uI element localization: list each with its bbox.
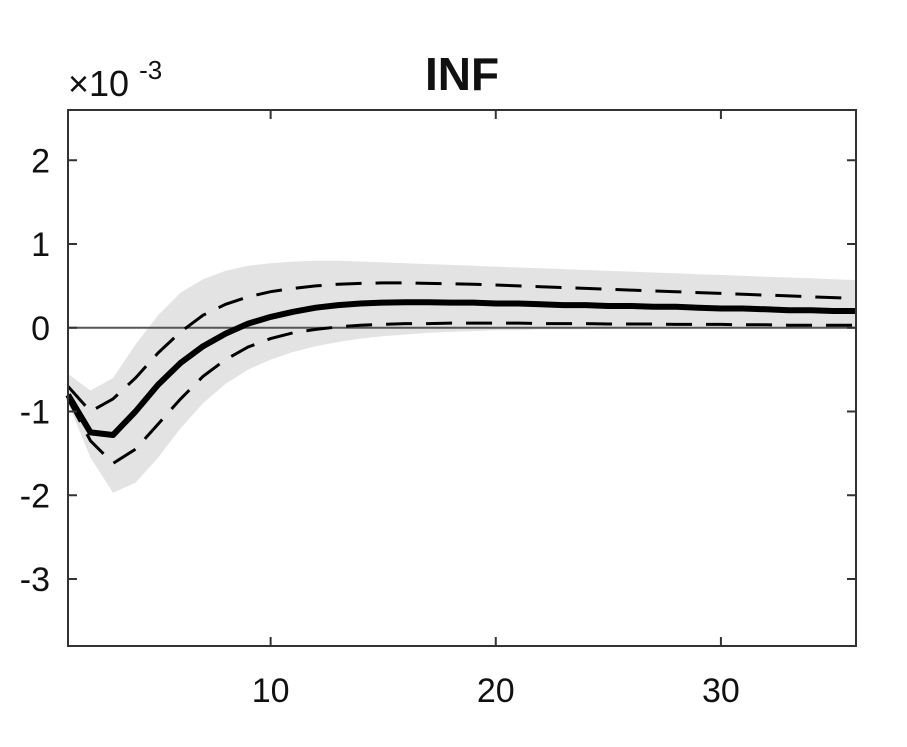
y-scale-base: ×10 [68, 63, 129, 104]
y-scale-multiplier: ×10 -3 [68, 55, 162, 104]
y-tick-label: 2 [31, 142, 50, 180]
upper-bound-line [66, 281, 857, 414]
y-tick-label: 1 [31, 226, 50, 264]
lower-bound-line [66, 321, 856, 466]
x-tick-label: 30 [702, 672, 740, 710]
y-tick-label: -2 [20, 477, 50, 515]
y-tick-label: -3 [20, 561, 50, 599]
x-tick-label: 20 [477, 672, 515, 710]
axes: 210-1-2-310 20 30 [20, 109, 857, 710]
axes-box [67, 109, 857, 647]
y-tick-label: 0 [31, 310, 50, 348]
y-scale-exponent: -3 [139, 55, 162, 85]
plot-area [65, 260, 857, 493]
y-tick-label: -1 [20, 394, 50, 432]
median-response-line [65, 299, 856, 438]
x-tick-label: 10 [252, 672, 290, 710]
chart-title: INF [425, 48, 499, 100]
